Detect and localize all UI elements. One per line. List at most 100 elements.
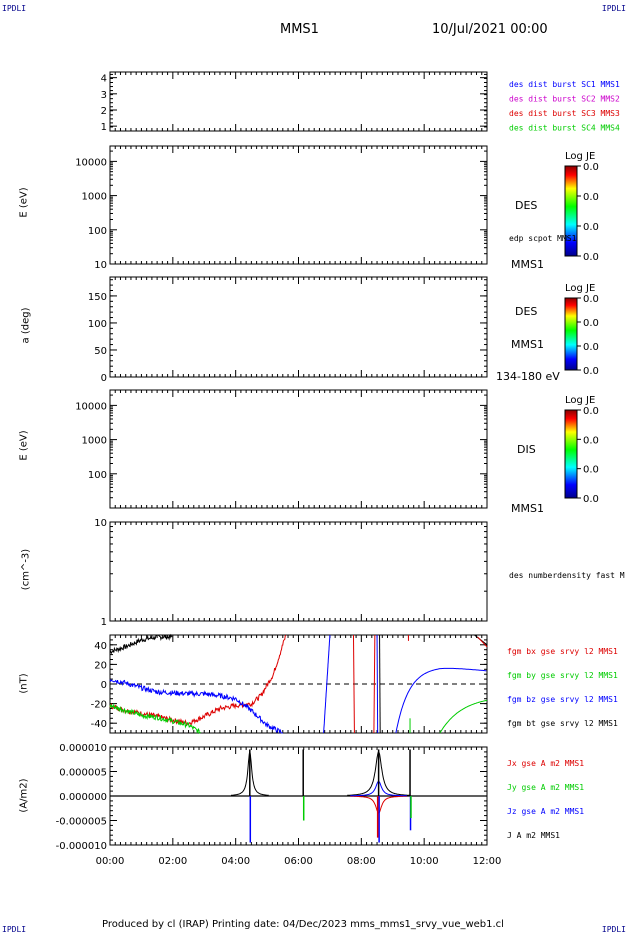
colorbar-value: 0.0 bbox=[583, 494, 599, 505]
y-tick-label: -20 bbox=[91, 700, 107, 711]
pitch-side-label: DES bbox=[515, 305, 538, 318]
y-tick-label: 1000 bbox=[82, 192, 107, 203]
y-tick-label: 0 bbox=[101, 373, 107, 384]
time-axis-label: 06:00 bbox=[284, 856, 313, 867]
corner-label-bottom-right: IPDLI bbox=[601, 925, 626, 934]
y-tick-label: 150 bbox=[88, 292, 107, 303]
y-tick-label: 0.000000 bbox=[59, 792, 107, 803]
colorbar-des bbox=[564, 165, 578, 257]
y-tick-label: 40 bbox=[94, 641, 107, 652]
y-tick-label: 100 bbox=[88, 470, 107, 481]
panel-frame-dis_energy bbox=[109, 389, 488, 509]
y-tick-label: 1 bbox=[101, 617, 107, 628]
colorbar-value: 0.0 bbox=[583, 406, 599, 417]
y-tick-label: 0.000005 bbox=[59, 768, 107, 779]
colorbar-title-1: Log JE bbox=[565, 151, 596, 162]
colorbar-value: 0.0 bbox=[583, 294, 599, 305]
burst-legend-entry: des dist burst SC2 MMS2 bbox=[509, 95, 620, 104]
y-tick-label: 50 bbox=[94, 346, 107, 357]
y-tick-label: 0 bbox=[101, 680, 107, 691]
y-tick-label: 10 bbox=[94, 518, 107, 529]
current-legend-entry: Jy gse A m2 MMS1 bbox=[507, 783, 584, 792]
colorbar-title-3: Log JE bbox=[565, 395, 596, 406]
colorbar-value: 0.0 bbox=[583, 222, 599, 233]
colorbar-value: 0.0 bbox=[583, 162, 599, 173]
time-axis-label: 02:00 bbox=[158, 856, 187, 867]
colorbar-pitch bbox=[564, 297, 578, 371]
bt-trace bbox=[109, 633, 173, 655]
density-legend: des numberdensity fast M bbox=[509, 571, 625, 580]
pitch-sub-label: MMS1 bbox=[511, 338, 544, 351]
pitch-bottom-label: 134-180 eV bbox=[496, 370, 560, 383]
footer-text: Produced by cl (IRAP) Printing date: 04/… bbox=[102, 919, 504, 930]
colorbar-dis bbox=[564, 409, 578, 499]
y-tick-label: -0.000005 bbox=[56, 817, 107, 828]
burst-legend-entry: des dist burst SC1 MMS1 bbox=[509, 80, 620, 89]
bx-segment bbox=[373, 634, 376, 734]
y-tick-label: 100 bbox=[88, 319, 107, 330]
burst-legend-entry: des dist burst SC4 MMS4 bbox=[509, 124, 620, 133]
y-tick-label: -0.000010 bbox=[56, 841, 107, 852]
time-axis-label: 12:00 bbox=[473, 856, 502, 867]
des-bottom-label: MMS1 bbox=[511, 258, 544, 271]
bz-segment bbox=[376, 634, 379, 734]
y-tick-label: 1000 bbox=[82, 436, 107, 447]
ylabel-bfield: (nT) bbox=[18, 673, 30, 694]
dis-side-label: DIS bbox=[517, 443, 536, 456]
ylabel-des-pitch: a (deg) bbox=[20, 307, 32, 344]
ylabel-density: (cm^-3) bbox=[20, 548, 32, 591]
y-tick-label: 3 bbox=[101, 90, 107, 101]
time-axis-label: 08:00 bbox=[347, 856, 376, 867]
colorbar-value: 0.0 bbox=[583, 318, 599, 329]
y-tick-label: -40 bbox=[91, 719, 107, 730]
colorbar-value: 0.0 bbox=[583, 366, 599, 377]
ylabel-des-energy: E (eV) bbox=[18, 187, 30, 218]
bfield-legend-entry: fgm bx gse srvy l2 MMS1 bbox=[507, 647, 618, 656]
ylabel-dis-energy: E (eV) bbox=[18, 430, 30, 461]
bfield-legend-entry: fgm bt gse srvy l2 MMS1 bbox=[507, 719, 618, 728]
y-tick-label: 1 bbox=[101, 122, 107, 133]
panel-frame-density bbox=[109, 521, 488, 622]
bfield-legend-entry: fgm by gse srvy l2 MMS1 bbox=[507, 671, 618, 680]
bt-segment bbox=[379, 634, 381, 734]
ylabel-current: (A/m2) bbox=[18, 778, 30, 813]
bfield-legend-entry: fgm bz gse srvy l2 MMS1 bbox=[507, 695, 618, 704]
colorbar-value: 0.0 bbox=[583, 342, 599, 353]
bz-segment bbox=[323, 634, 331, 734]
datetime-title: 10/Jul/2021 00:00 bbox=[432, 22, 548, 37]
bx-segment bbox=[352, 634, 355, 734]
y-tick-label: 100 bbox=[88, 226, 107, 237]
y-tick-label: 2 bbox=[101, 106, 107, 117]
colorbar-value: 0.0 bbox=[583, 465, 599, 476]
bx-tail bbox=[477, 636, 488, 648]
panel-frame-des_pitch bbox=[109, 276, 488, 378]
y-tick-label: 20 bbox=[94, 660, 107, 671]
y-tick-label: 4 bbox=[101, 74, 107, 85]
corner-label-right: IPDLI bbox=[601, 4, 626, 13]
current-legend-entry: J A m2 MMS1 bbox=[507, 831, 560, 840]
y-tick-label: 10000 bbox=[75, 157, 107, 168]
panel-frame-burst bbox=[109, 71, 488, 132]
by-trace bbox=[109, 702, 201, 734]
current-legend-entry: Jz gse A m2 MMS1 bbox=[507, 807, 584, 816]
des-side-label: DES bbox=[515, 199, 538, 212]
current-legend-entry: Jx gse A m2 MMS1 bbox=[507, 759, 584, 768]
bz-recovery bbox=[395, 667, 487, 734]
time-axis-label: 04:00 bbox=[221, 856, 250, 867]
by-recovery bbox=[439, 699, 488, 734]
bz-trace bbox=[109, 679, 283, 734]
burst-legend-entry: des dist burst SC3 MMS3 bbox=[509, 109, 620, 118]
spacecraft-title: MMS1 bbox=[280, 22, 319, 37]
dis-bottom-label: MMS1 bbox=[511, 502, 544, 515]
corner-label-left: IPDLI bbox=[2, 4, 27, 13]
colorbar-value: 0.0 bbox=[583, 435, 599, 446]
colorbar-title-2: Log JE bbox=[565, 283, 596, 294]
time-axis-label: 00:00 bbox=[96, 856, 125, 867]
y-tick-label: 0.000010 bbox=[59, 743, 107, 754]
colorbar-value: 0.0 bbox=[583, 252, 599, 263]
panel-frame-des_energy bbox=[109, 145, 488, 265]
corner-label-bottom-left: IPDLI bbox=[2, 925, 27, 934]
y-tick-label: 10 bbox=[94, 260, 107, 271]
des-sub-label: edp scpot MMS1 bbox=[509, 234, 577, 243]
